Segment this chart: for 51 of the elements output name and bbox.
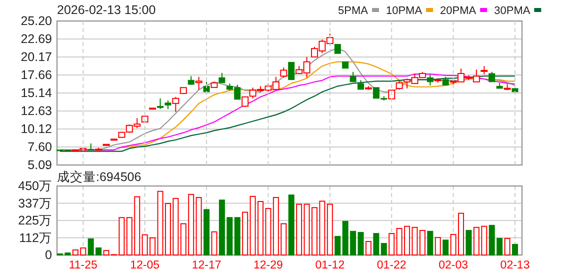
bar bbox=[427, 230, 434, 256]
bar bbox=[234, 217, 240, 256]
bar bbox=[512, 244, 518, 256]
x-tick-label: 11-25 bbox=[68, 259, 98, 272]
bar bbox=[296, 204, 302, 256]
bar bbox=[388, 233, 395, 256]
bar bbox=[326, 204, 333, 256]
legend-label: 30PMA bbox=[494, 5, 531, 17]
chart-title: 成交量:694506 bbox=[57, 169, 142, 184]
x-tick-label: 12-05 bbox=[130, 259, 160, 272]
bar bbox=[242, 212, 248, 256]
bar bbox=[334, 236, 341, 256]
bar bbox=[380, 243, 387, 256]
y-tick-label: 12.63 bbox=[20, 104, 52, 118]
x-tick-label: 02-03 bbox=[438, 259, 468, 272]
y-tick-label: 10.12 bbox=[20, 122, 52, 136]
y-tick-label: 0 bbox=[45, 248, 52, 262]
x-tick-label: 01-22 bbox=[376, 259, 406, 272]
y-tick-label: 450万 bbox=[18, 179, 52, 193]
legend-label: 20PMA bbox=[440, 5, 477, 17]
bar bbox=[365, 241, 372, 256]
bar bbox=[504, 238, 510, 256]
y-tick-label: 225万 bbox=[18, 214, 52, 228]
bar bbox=[466, 230, 472, 256]
bar bbox=[288, 194, 294, 256]
x-tick-label: 02-13 bbox=[500, 259, 530, 272]
y-tick-label: 25.20 bbox=[20, 14, 52, 28]
x-tick-label: 01-12 bbox=[315, 259, 345, 272]
bar bbox=[204, 209, 210, 256]
y-tick-label: 337万 bbox=[18, 196, 52, 210]
bar bbox=[358, 232, 364, 256]
legend-label: 10PMA bbox=[386, 5, 423, 17]
legend-label: 5PMA bbox=[338, 5, 369, 17]
bar bbox=[434, 237, 441, 256]
y-tick-label: 22.69 bbox=[20, 32, 52, 46]
chart-title: 2026-02-13 15:00 bbox=[57, 3, 156, 17]
bar bbox=[211, 231, 218, 256]
bar bbox=[442, 240, 449, 256]
x-tick-label: 12-29 bbox=[254, 259, 283, 272]
y-tick-label: 17.66 bbox=[20, 68, 52, 82]
bar bbox=[373, 233, 380, 256]
line-series bbox=[121, 61, 516, 148]
y-tick-label: 5.09 bbox=[28, 158, 52, 172]
y-tick-label: 7.60 bbox=[28, 140, 52, 154]
bar bbox=[419, 230, 426, 256]
x-tick-label: 12-17 bbox=[192, 259, 222, 272]
y-tick-label: 20.17 bbox=[20, 50, 52, 64]
bar bbox=[196, 197, 202, 256]
candlestick bbox=[426, 74, 434, 86]
y-tick-label: 112万 bbox=[19, 230, 52, 245]
y-tick-label: 15.14 bbox=[20, 86, 52, 100]
